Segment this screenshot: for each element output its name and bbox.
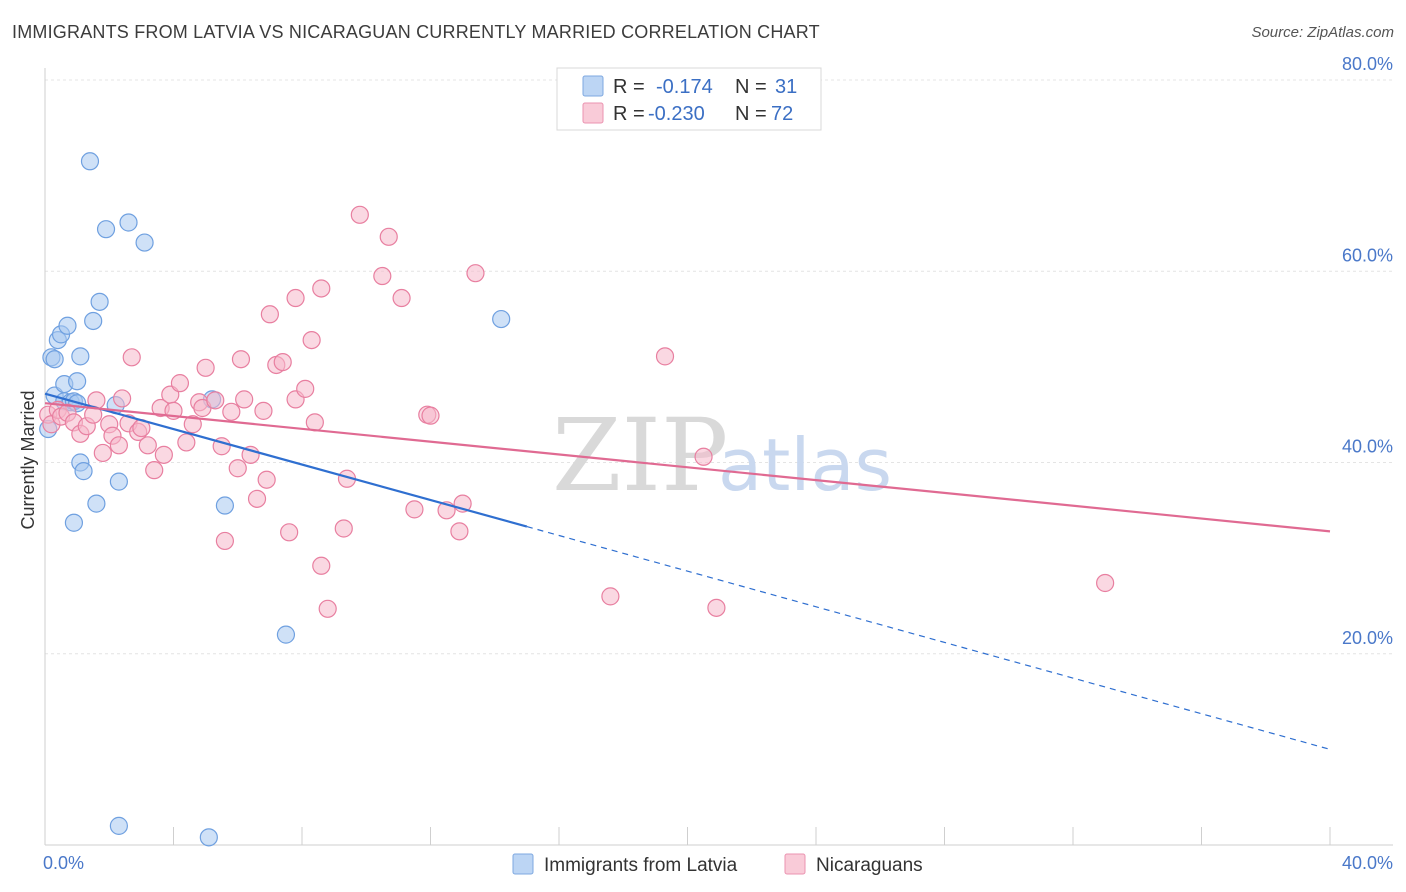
point-nicaraguans bbox=[421, 406, 440, 425]
tick-labels: 20.0% 40.0% 60.0% 80.0% 0.0% 40.0% bbox=[43, 54, 1393, 873]
bottom-legend-swatch-nicaraguans bbox=[784, 853, 806, 875]
point-nicaraguans bbox=[228, 459, 247, 478]
point-nicaraguans bbox=[312, 556, 331, 575]
point-nicaraguans bbox=[350, 205, 369, 224]
point-nicaraguans bbox=[312, 279, 331, 298]
axes bbox=[44, 68, 1393, 846]
y-axis-label: Currently Married bbox=[18, 390, 38, 529]
point-nicaraguans bbox=[196, 358, 215, 377]
point-latvia bbox=[71, 347, 90, 366]
legend-swatch-latvia bbox=[582, 75, 604, 97]
point-nicaraguans bbox=[1096, 573, 1115, 593]
point-latvia bbox=[84, 311, 103, 331]
legend-top: R = -0.174 N = 31 R = -0.230 N = 72 bbox=[556, 67, 822, 131]
trend-lines bbox=[44, 392, 1331, 750]
legend-r-label-2: R = bbox=[613, 103, 645, 125]
trend-line-latvia-extrapolated bbox=[526, 525, 1331, 750]
point-nicaraguans bbox=[379, 227, 398, 246]
watermark-atlas: atlas bbox=[718, 423, 892, 507]
grid-lines bbox=[45, 79, 1393, 655]
point-nicaraguans bbox=[305, 413, 324, 432]
legend-r-value-1: -0.174 bbox=[656, 76, 713, 98]
point-latvia bbox=[74, 462, 93, 481]
bottom-legend-swatch-latvia bbox=[512, 853, 534, 875]
point-nicaraguans bbox=[254, 401, 273, 420]
x-tick-label: 0.0% bbox=[43, 853, 84, 873]
point-latvia bbox=[45, 350, 64, 369]
point-latvia bbox=[215, 496, 234, 515]
point-nicaraguans bbox=[109, 436, 128, 455]
point-latvia bbox=[58, 316, 77, 335]
point-nicaraguans bbox=[257, 470, 276, 489]
point-nicaraguans bbox=[183, 415, 202, 434]
point-nicaraguans bbox=[655, 347, 675, 366]
point-nicaraguans bbox=[206, 391, 225, 410]
y-tick-label: 60.0% bbox=[1342, 245, 1393, 265]
legend-n-value-1: 31 bbox=[775, 76, 797, 98]
point-nicaraguans bbox=[392, 288, 411, 308]
point-latvia bbox=[64, 513, 84, 532]
point-nicaraguans bbox=[694, 447, 713, 466]
point-nicaraguans bbox=[318, 599, 337, 618]
point-latvia bbox=[109, 816, 128, 835]
point-latvia bbox=[96, 220, 116, 239]
point-nicaraguans bbox=[138, 436, 157, 455]
chart-title: IMMIGRANTS FROM LATVIA VS NICARAGUAN CUR… bbox=[12, 22, 820, 42]
data-points bbox=[39, 152, 1115, 847]
point-nicaraguans bbox=[334, 519, 353, 538]
legend-n-label-1: N = bbox=[735, 76, 767, 98]
point-nicaraguans bbox=[231, 350, 251, 369]
point-nicaraguans bbox=[177, 433, 196, 452]
point-nicaraguans bbox=[601, 587, 620, 606]
point-nicaraguans bbox=[154, 445, 173, 464]
point-latvia bbox=[90, 292, 109, 311]
point-latvia bbox=[276, 625, 296, 644]
point-latvia bbox=[199, 828, 218, 847]
point-latvia bbox=[119, 213, 138, 232]
legend-n-value-2: 72 bbox=[771, 103, 793, 125]
point-nicaraguans bbox=[260, 305, 279, 324]
legend-n-label-2: N = bbox=[735, 103, 767, 125]
point-nicaraguans bbox=[247, 489, 267, 508]
point-nicaraguans bbox=[296, 379, 315, 398]
point-latvia bbox=[80, 152, 100, 171]
legend-swatch-nicaraguans bbox=[582, 102, 604, 124]
watermark: ZIP atlas bbox=[552, 397, 892, 514]
point-nicaraguans bbox=[235, 390, 254, 409]
x-tick-label: 40.0% bbox=[1342, 853, 1393, 873]
point-nicaraguans bbox=[215, 531, 234, 551]
y-tick-label: 40.0% bbox=[1342, 437, 1393, 457]
source-label: Source: ZipAtlas.com bbox=[1251, 24, 1394, 41]
point-latvia bbox=[68, 372, 87, 391]
y-tick-label: 80.0% bbox=[1342, 54, 1393, 74]
trend-line-nicaraguans bbox=[44, 402, 1331, 533]
point-nicaraguans bbox=[302, 331, 321, 350]
bottom-legend-label-nicaraguans: Nicaraguans bbox=[816, 855, 923, 876]
legend-r-label-1: R = bbox=[613, 76, 645, 98]
point-nicaraguans bbox=[373, 266, 392, 286]
point-nicaraguans bbox=[122, 348, 141, 367]
point-latvia bbox=[109, 472, 128, 491]
point-nicaraguans bbox=[112, 389, 132, 408]
bottom-legend-label-latvia: Immigrants from Latvia bbox=[544, 855, 738, 876]
point-latvia bbox=[135, 233, 154, 252]
point-nicaraguans bbox=[222, 402, 241, 421]
legend-bottom: Immigrants from Latvia Nicaraguans bbox=[512, 853, 923, 876]
legend-r-value-2: -0.230 bbox=[648, 103, 705, 125]
point-nicaraguans bbox=[280, 523, 299, 542]
point-nicaraguans bbox=[286, 288, 305, 308]
point-nicaraguans bbox=[405, 500, 424, 519]
y-tick-label: 20.0% bbox=[1342, 628, 1393, 648]
trend-line-latvia bbox=[44, 392, 528, 528]
point-nicaraguans bbox=[707, 598, 726, 617]
point-nicaraguans bbox=[273, 352, 292, 372]
point-nicaraguans bbox=[93, 443, 112, 463]
point-nicaraguans bbox=[170, 374, 190, 393]
point-nicaraguans bbox=[450, 522, 469, 541]
point-latvia bbox=[492, 309, 511, 329]
point-nicaraguans bbox=[466, 264, 485, 283]
point-nicaraguans bbox=[145, 461, 164, 480]
point-latvia bbox=[87, 494, 106, 513]
